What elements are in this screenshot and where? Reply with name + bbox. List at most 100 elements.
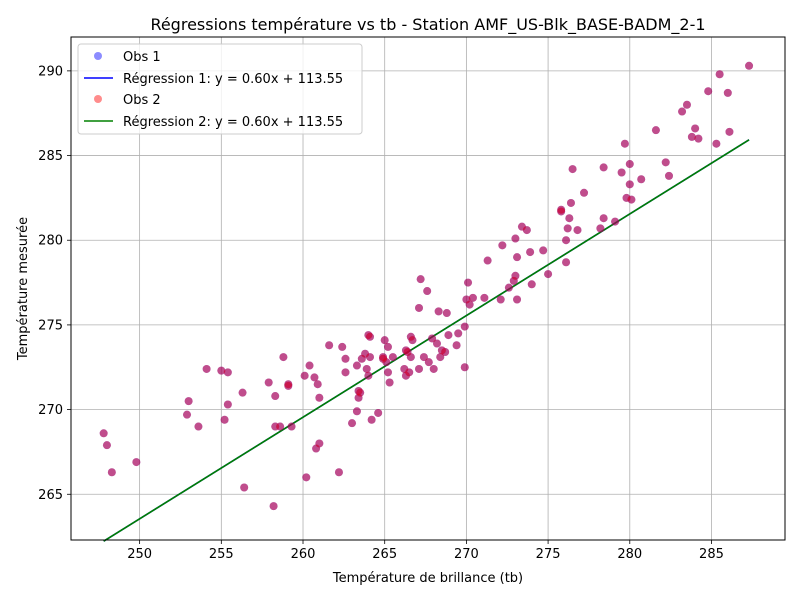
- obs-1-point: [557, 205, 566, 214]
- obs-1-point: [202, 364, 211, 373]
- obs-2-point: [580, 188, 589, 197]
- obs-1-point: [566, 198, 575, 207]
- obs-2-point: [557, 207, 566, 216]
- obs-1-point: [300, 371, 309, 380]
- obs-2-point: [637, 175, 646, 184]
- obs-1-point: [305, 361, 314, 370]
- obs-2-point: [562, 258, 571, 267]
- obs-1-point: [442, 309, 451, 318]
- obs-1-point: [194, 422, 203, 431]
- obs-2-point: [271, 422, 280, 431]
- obs-2-point: [596, 224, 605, 233]
- obs-2-point: [419, 353, 428, 362]
- obs-2-point: [566, 198, 575, 207]
- obs-1-point: [460, 322, 469, 331]
- chart-title: Régressions température vs tb - Station …: [150, 15, 705, 35]
- obs-2-point: [745, 61, 754, 70]
- obs-1-point: [511, 234, 520, 243]
- obs-2-point: [406, 332, 415, 341]
- obs-2-point: [715, 70, 724, 79]
- obs-2-point: [107, 468, 116, 477]
- obs-1-point: [99, 429, 108, 438]
- obs-1-point: [365, 332, 374, 341]
- obs-1-point: [325, 341, 334, 350]
- legend-label-obs-1: Obs 1: [123, 50, 161, 65]
- obs-1-point: [437, 346, 446, 355]
- obs-2-point: [264, 378, 273, 387]
- obs-1-point: [416, 275, 425, 284]
- obs-1-point: [264, 378, 273, 387]
- obs-1-point: [434, 307, 443, 316]
- obs-2-point: [364, 371, 373, 380]
- obs-2-point: [444, 331, 453, 340]
- obs-1-point: [462, 295, 471, 304]
- obs-2-point: [284, 380, 293, 389]
- obs-1-point: [423, 287, 432, 296]
- obs-2-point: [617, 168, 626, 177]
- y-tick-label: 290: [38, 64, 63, 79]
- obs-2-point: [132, 458, 141, 467]
- obs-1-point: [380, 336, 389, 345]
- obs-2-point: [464, 278, 473, 287]
- obs-1-point: [284, 380, 293, 389]
- obs-2-point: [194, 422, 203, 431]
- obs-2-point: [380, 336, 389, 345]
- obs-1-point: [509, 276, 518, 285]
- obs-2-point: [460, 363, 469, 372]
- obs-1-point: [362, 364, 371, 373]
- obs-1-point: [132, 458, 141, 467]
- obs-2-point: [416, 275, 425, 284]
- legend-marker-obs-1: [94, 52, 102, 60]
- obs-1-point: [238, 388, 247, 397]
- x-axis-label: Température de brillance (tb): [332, 571, 523, 586]
- obs-2-point: [625, 180, 634, 189]
- obs-2-point: [184, 397, 193, 406]
- obs-2-point: [468, 293, 477, 302]
- obs-2-point: [383, 342, 392, 351]
- obs-1-point: [382, 358, 391, 367]
- obs-2-point: [269, 502, 278, 511]
- x-tick-label: 285: [699, 547, 724, 562]
- obs-2-point: [441, 348, 450, 357]
- obs-2-point: [220, 415, 229, 424]
- obs-1-point: [315, 439, 324, 448]
- obs-1-point: [562, 258, 571, 267]
- obs-1-point: [406, 353, 415, 362]
- obs-1-point: [367, 415, 376, 424]
- obs-1-point: [401, 346, 410, 355]
- obs-2-point: [513, 253, 522, 262]
- obs-2-point: [437, 346, 446, 355]
- obs-1-point: [102, 441, 111, 450]
- obs-2-point: [284, 381, 293, 390]
- obs-1-point: [694, 134, 703, 143]
- obs-2-point: [388, 353, 397, 362]
- obs-1-point: [269, 502, 278, 511]
- obs-2-point: [365, 332, 374, 341]
- y-axis-ticks: 265 270 275 280 285 290: [38, 64, 71, 503]
- obs-1-point: [565, 214, 574, 223]
- obs-2-point: [694, 134, 703, 143]
- regression-line-3: [103, 139, 750, 542]
- obs-2-point: [383, 368, 392, 377]
- obs-2-point: [557, 205, 566, 214]
- obs-2-point: [352, 361, 361, 370]
- obs-2-point: [341, 354, 350, 363]
- obs-1-point: [573, 226, 582, 235]
- obs-2-point: [661, 158, 670, 167]
- obs-1-point: [364, 331, 373, 340]
- obs-1-point: [217, 366, 226, 375]
- obs-2-point: [183, 410, 192, 419]
- x-tick-label: 270: [454, 547, 479, 562]
- obs-1-point: [284, 381, 293, 390]
- obs-2-point: [565, 214, 574, 223]
- obs-2-point: [620, 139, 629, 148]
- legend-label-regression-2: Régression 2: y = 0.60x + 113.55: [123, 115, 343, 130]
- legend-label-obs-2: Obs 2: [123, 93, 161, 108]
- obs-2-point: [223, 400, 232, 409]
- obs-2-point: [725, 127, 734, 136]
- obs-2-point: [429, 364, 438, 373]
- obs-2-point: [424, 358, 433, 367]
- obs-1-point: [454, 329, 463, 338]
- obs-1-point: [441, 348, 450, 357]
